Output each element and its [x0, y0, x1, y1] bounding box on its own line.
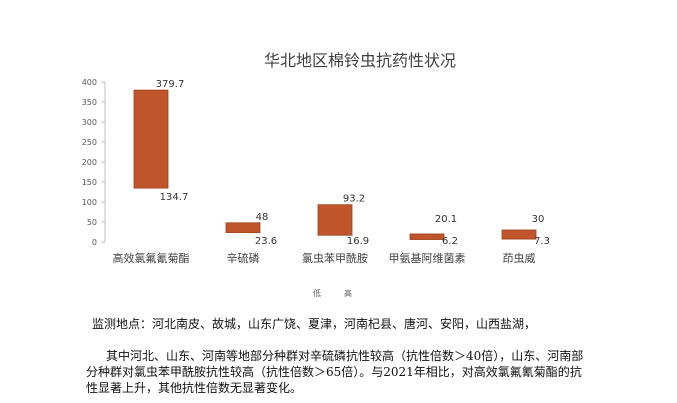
legend: 低高: [313, 288, 352, 298]
low-value-label: 134.7: [160, 192, 189, 203]
high-value-label: 379.7: [156, 79, 185, 90]
category-label: 辛硫磷: [227, 251, 260, 265]
y-tick-label: 350: [82, 98, 97, 107]
y-tick-label: 200: [82, 158, 97, 167]
y-tick-label: 50: [87, 218, 97, 227]
range-bar: [317, 204, 353, 236]
range-bar: [225, 222, 261, 233]
category-label: 氯虫苯甲酰胺: [302, 251, 368, 265]
range-bar: [133, 89, 169, 189]
monitoring-locations: 监测地点：河北南皮、故城，山东广饶、夏津，河南杞县、唐河、安阳，山西盐湖，: [92, 317, 537, 331]
y-axis: 0 50 100 150 200 250 300 350 400: [82, 78, 106, 247]
low-value-label: 16.9: [347, 236, 369, 247]
resistance-chart: 华北地区棉铃虫抗药性状况 0 50 100 150 200 250 300 350 400 37…: [82, 51, 550, 298]
category-label: 茚虫威: [503, 251, 536, 265]
legend-entry: 低: [313, 288, 321, 298]
high-value-label: 30: [532, 214, 545, 225]
y-tick-label: 150: [82, 178, 97, 187]
chart-title: 华北地区棉铃虫抗药性状况: [264, 51, 456, 70]
high-value-label: 20.1: [435, 214, 457, 225]
low-value-label: 7.3: [534, 236, 550, 247]
range-bar: [501, 229, 537, 240]
y-tick-label: 300: [82, 118, 97, 127]
resistance-summary: 其中河北、山东、河南等地部分种群对辛硫磷抗性较高（抗性倍数＞40倍），山东、河南…: [86, 349, 584, 395]
y-tick-label: 400: [82, 78, 97, 87]
y-tick-label: 250: [82, 138, 97, 147]
y-tick-label: 0: [92, 238, 97, 247]
y-tick-label: 100: [82, 198, 97, 207]
category-label: 高效氯氟氰菊酯: [113, 251, 190, 265]
high-value-label: 48: [256, 212, 269, 223]
high-value-label: 93.2: [343, 194, 365, 205]
range-bar: [409, 233, 445, 240]
legend-entry: 高: [344, 288, 352, 298]
low-value-label: 23.6: [255, 236, 277, 247]
bars: 379.7 134.7 48 23.6 93.2 16.9 20.1 6.2 30 7.3: [133, 79, 550, 247]
category-label: 甲氨基阿维菌素: [389, 252, 466, 265]
low-value-label: 6.2: [442, 236, 458, 247]
category-labels: 高效氯氟氰菊酯 辛硫磷 氯虫苯甲酰胺 甲氨基阿维菌素 茚虫威: [113, 251, 536, 265]
